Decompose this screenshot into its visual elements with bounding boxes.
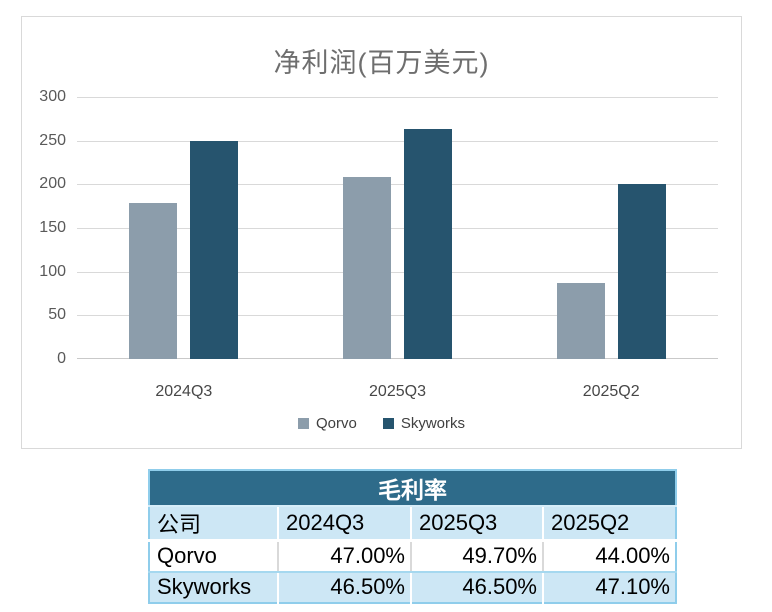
chart-title: 净利润(百万美元): [273, 48, 490, 78]
net-profit-chart: 净利润(百万美元) 300 250 200 150 100 50 0: [21, 16, 742, 449]
skyworks-2025q3-margin: 46.50%: [410, 571, 543, 603]
qorvo-swatch-icon: [297, 418, 309, 429]
col-header-2025q3: 2025Q3: [410, 506, 543, 542]
col-header-2024q3: 2024Q3: [277, 506, 411, 542]
legend-label-skyworks: Skyworks: [400, 415, 466, 432]
qorvo-2025q2-margin: 44.00%: [542, 540, 676, 573]
bar-qorvo-2024q3: [129, 202, 178, 359]
gridline: [77, 228, 718, 229]
plot-area: [77, 97, 718, 359]
y-tick-200: 200: [39, 175, 66, 193]
gridline: [77, 140, 718, 142]
table-row-skyworks: Skyworks 46.50% 46.50% 47.10%: [149, 571, 676, 603]
company-name: Skyworks: [149, 571, 278, 603]
x-axis: 2024Q3 2025Q3 2025Q2: [77, 383, 718, 401]
y-axis: 300 250 200 150 100 50 0: [22, 88, 66, 367]
bars-layer: [77, 97, 718, 359]
gridline: [77, 184, 718, 186]
y-tick-250: 250: [39, 131, 66, 149]
chart-legend: Qorvo Skyworks: [22, 415, 741, 432]
bar-skyworks-2025q3: [404, 129, 452, 359]
col-header-2025q2: 2025Q2: [542, 506, 676, 542]
y-tick-0: 0: [57, 350, 66, 367]
bar-qorvo-2025q3: [343, 177, 391, 359]
skyworks-2025q2-margin: 47.10%: [542, 571, 676, 603]
bar-skyworks-2025q2: [617, 184, 666, 359]
bar-qorvo-2025q2: [556, 283, 605, 359]
y-tick-150: 150: [39, 219, 66, 236]
col-header-company: 公司: [149, 506, 278, 542]
table-header-row: 公司 2024Q3 2025Q3 2025Q2: [149, 506, 676, 542]
company-name: Qorvo: [149, 540, 278, 573]
y-tick-100: 100: [39, 262, 66, 280]
y-tick-50: 50: [48, 306, 66, 324]
x-label-2025q2: 2025Q2: [582, 383, 640, 400]
x-label-2025q3: 2025Q3: [369, 383, 426, 400]
qorvo-2024q3-margin: 47.00%: [277, 540, 411, 573]
y-tick-300: 300: [39, 88, 66, 105]
legend-item-skyworks: Skyworks: [382, 415, 466, 432]
table-title: 毛利率: [149, 470, 676, 507]
gridline: [77, 97, 718, 98]
bar-group-2025q3: [291, 97, 505, 359]
legend-label-qorvo: Qorvo: [315, 415, 357, 432]
skyworks-2024q3-margin: 46.50%: [277, 571, 411, 603]
x-axis-line: [77, 358, 718, 359]
legend-item-qorvo: Qorvo: [297, 415, 357, 432]
bar-group-2024q3: [77, 97, 291, 359]
gridline: [77, 315, 718, 317]
skyworks-swatch-icon: [382, 418, 394, 429]
bar-group-2025q2: [504, 97, 718, 359]
bar-skyworks-2024q3: [190, 140, 239, 359]
x-label-2024q3: 2024Q3: [155, 383, 213, 400]
table-row-qorvo: Qorvo 47.00% 49.70% 44.00%: [149, 540, 676, 573]
gross-margin-table: 毛利率 公司 2024Q3 2025Q3 2025Q2 Qorvo 47.00%…: [148, 469, 677, 604]
qorvo-2025q3-margin: 49.70%: [410, 540, 543, 573]
gridline: [77, 271, 718, 273]
